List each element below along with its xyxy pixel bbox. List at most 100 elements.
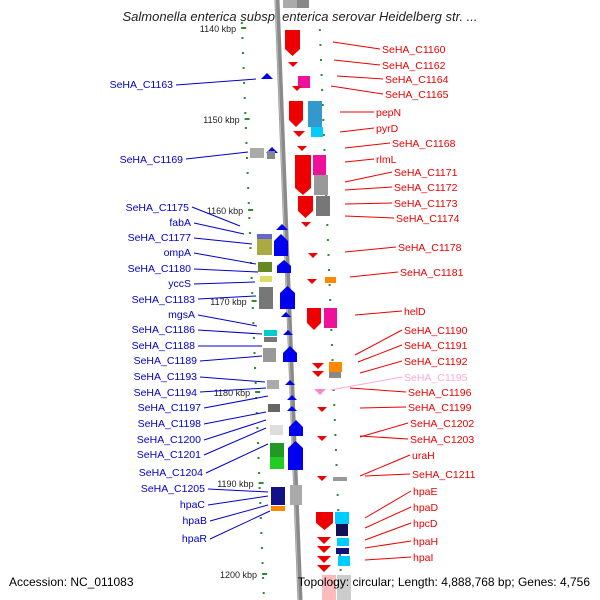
gene-block	[325, 277, 336, 283]
axis-tick-dash	[335, 464, 338, 466]
gene-arrow	[281, 312, 291, 317]
leader-line	[339, 127, 375, 133]
axis-tick-dash	[323, 149, 326, 151]
kbp-tick-mark	[255, 391, 261, 393]
gene-label-right: SeHA_C1172	[394, 182, 458, 194]
leader-line	[344, 158, 375, 163]
gene-arrow	[317, 556, 331, 563]
gene-label-left: SeHA_C1201	[137, 449, 201, 461]
gene-block	[298, 76, 310, 88]
gene-arrow	[287, 406, 297, 411]
axis-tick-dash	[255, 412, 258, 414]
leader-line	[359, 435, 409, 440]
gene-label-left: yccS	[168, 278, 191, 290]
gene-block	[336, 524, 348, 536]
axis-tick-dash	[329, 299, 332, 301]
gene-label-left: SeHA_C1169	[120, 154, 184, 166]
gene-label-left: SeHA_C1186	[132, 324, 196, 336]
gene-label-left: SeHA_C1200	[137, 434, 201, 446]
gene-label-left: mgsA	[168, 309, 195, 321]
gene-label-left: SeHA_C1189	[134, 355, 198, 367]
axis-tick-dash	[243, 97, 246, 99]
leader-line	[175, 78, 257, 86]
leader-line	[336, 75, 384, 80]
leader-line	[199, 387, 267, 393]
gene-label-right: SeHA_C1192	[404, 356, 468, 368]
gene-arrow	[317, 537, 331, 544]
axis-tick-dash	[330, 329, 333, 331]
leader-line	[344, 215, 395, 219]
leader-line	[191, 206, 241, 227]
gene-label-left: SeHA_C1193	[134, 371, 198, 383]
leader-line	[209, 510, 271, 540]
gene-label-left: SeHA_C1197	[138, 402, 202, 414]
axis-tick-dash	[254, 382, 257, 384]
gene-label-right: rlmL	[376, 154, 397, 166]
axis-tick-dash	[252, 337, 255, 339]
gene-arrow	[274, 234, 288, 256]
gene-label-right: SeHA_C1165	[385, 89, 449, 101]
axis-tick-dash	[262, 592, 265, 594]
gene-label-right: SeHA_C1211	[412, 469, 476, 481]
gene-label-right: SeHA_C1203	[410, 434, 474, 446]
leader-line	[354, 310, 403, 316]
gene-label-right: SeHA_C1196	[408, 387, 472, 399]
leader-line	[185, 151, 249, 160]
gene-block	[260, 276, 272, 282]
gene-arrow	[285, 30, 300, 56]
gene-arrow	[283, 346, 297, 362]
kbp-tick-mark	[248, 209, 254, 211]
gene-label-right: hpaI	[413, 552, 433, 564]
axis-tick-dash	[249, 247, 252, 249]
kbp-tick-label: 1180 kbp	[214, 388, 250, 398]
gene-arrow	[287, 395, 297, 400]
gene-block	[316, 196, 330, 216]
gene-label-left: ompA	[164, 247, 191, 259]
gene-block	[267, 151, 275, 159]
axis-tick-dash	[319, 59, 322, 61]
leader-line	[359, 406, 407, 409]
axis-tick-dash	[328, 269, 331, 271]
gene-label-left: SeHA_C1183	[132, 294, 196, 306]
gene-arrow	[308, 253, 318, 258]
axis-tick-dash	[257, 457, 260, 459]
leader-line	[354, 329, 403, 356]
axis-tick-dash	[259, 502, 262, 504]
kbp-tick-label: 1170 kbp	[210, 297, 246, 307]
gene-arrow	[317, 546, 331, 553]
gene-label-left: SeHA_C1177	[128, 232, 192, 244]
gene-label-right: hpcD	[413, 518, 438, 530]
axis-tick-dash	[326, 239, 329, 241]
gene-label-left: SeHA_C1163	[110, 79, 174, 91]
gene-block	[264, 337, 277, 342]
axis-tick-dash	[247, 187, 250, 189]
gene-arrow	[307, 308, 321, 330]
leader-line	[344, 186, 393, 191]
axis-tick-dash	[320, 74, 323, 76]
gene-arrow	[283, 330, 293, 335]
gene-label-left: SeHA_C1205	[141, 483, 205, 495]
axis-tick-dash	[322, 134, 325, 136]
axis-tick-dash	[241, 52, 244, 54]
axis-tick-dash	[333, 404, 336, 406]
axis-tick-dash	[328, 284, 331, 286]
gene-block	[270, 443, 284, 457]
gene-block	[322, 575, 336, 600]
leader-line	[203, 411, 267, 425]
leader-line	[344, 171, 393, 183]
axis-tick-dash	[321, 89, 324, 91]
gene-label-right: SeHA_C1181	[400, 267, 464, 279]
leader-line	[329, 376, 403, 391]
axis-tick-dash	[240, 22, 243, 24]
gene-block	[267, 380, 279, 389]
leader-line	[203, 395, 269, 409]
gene-label-left: SeHA_C1198	[138, 418, 202, 430]
gene-arrow	[297, 146, 307, 151]
axis-tick-dash	[331, 359, 334, 361]
axis-tick-dash	[256, 442, 259, 444]
leader-line	[332, 41, 381, 50]
gene-arrow	[298, 196, 313, 218]
kbp-tick-mark	[241, 27, 247, 29]
leader-line	[359, 360, 403, 374]
gene-arrow	[312, 363, 324, 369]
